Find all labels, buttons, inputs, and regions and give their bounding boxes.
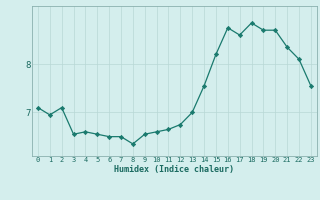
X-axis label: Humidex (Indice chaleur): Humidex (Indice chaleur)	[115, 165, 234, 174]
